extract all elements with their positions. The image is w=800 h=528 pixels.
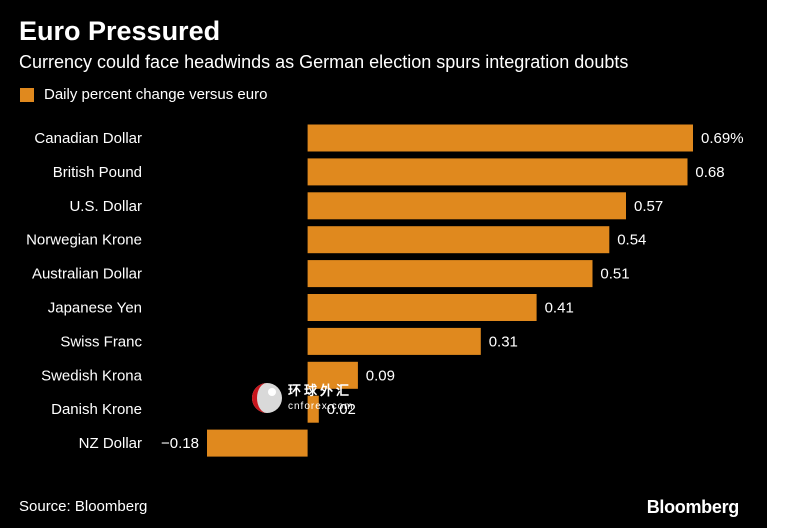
legend-label: Daily percent change versus euro: [44, 86, 268, 103]
value-label-5: 0.41: [545, 300, 574, 317]
bar-8: [307, 395, 319, 423]
bar-5: [307, 294, 537, 321]
watermark-logo: 环球外汇 cnforex.com: [252, 383, 353, 413]
bloomberg-logo: Bloomberg: [646, 497, 740, 517]
bar-9: [207, 429, 308, 457]
category-label-9: NZ Dollar: [79, 435, 142, 452]
watermark-cn-text: 环球外汇: [288, 383, 352, 398]
category-label-6: Swiss Franc: [60, 333, 142, 350]
chart-panel: Euro Pressured Currency could face headw…: [0, 0, 767, 528]
source-note: Source: Bloomberg: [19, 498, 148, 515]
value-label-6: 0.31: [489, 333, 518, 350]
bar-6: [307, 327, 481, 355]
value-label-0: 0.69%: [701, 130, 744, 147]
value-label-7: 0.09: [366, 367, 395, 384]
bar-0: [307, 124, 693, 152]
legend-swatch: [20, 87, 34, 102]
value-label-2: 0.57: [634, 198, 663, 215]
bar-4: [307, 260, 593, 288]
bar-3: [307, 226, 610, 254]
value-label-8: 0.02: [327, 401, 356, 418]
category-label-8: Danish Krone: [51, 401, 142, 418]
bar-7: [307, 361, 358, 389]
chart-title: Euro Pressured: [19, 16, 221, 46]
category-label-3: Norwegian Krone: [26, 232, 142, 249]
category-label-2: U.S. Dollar: [69, 198, 142, 215]
watermark-en-text: cnforex.com: [288, 401, 353, 412]
watermark-swoosh-icon: [252, 383, 267, 413]
category-label-7: Swedish Krona: [41, 367, 143, 384]
bar-2: [307, 192, 626, 220]
value-label-4: 0.51: [600, 266, 629, 283]
value-label-9: −0.18: [161, 435, 199, 452]
bar-chart: Canadian Dollar 0.69% British Pound 0.68 U.S…: [26, 124, 744, 457]
chart-subtitle: Currency could face headwinds as German …: [19, 52, 629, 72]
category-label-0: Canadian Dollar: [34, 130, 142, 147]
value-label-3: 0.54: [617, 232, 646, 249]
value-label-1: 0.68: [695, 164, 724, 181]
category-label-4: Australian Dollar: [32, 266, 142, 283]
legend: Daily percent change versus euro: [20, 86, 267, 103]
category-label-1: British Pound: [53, 164, 142, 181]
category-label-5: Japanese Yen: [48, 300, 142, 317]
bar-1: [307, 158, 688, 186]
